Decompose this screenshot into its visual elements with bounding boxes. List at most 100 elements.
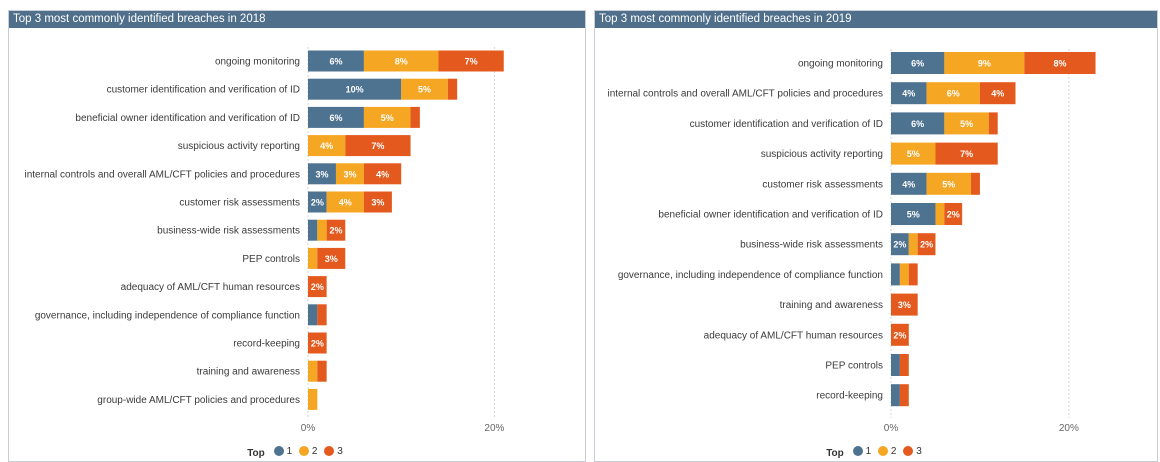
data-label: 4% [902, 89, 915, 99]
bar-segment-2 [944, 112, 989, 135]
data-label: 5% [907, 149, 920, 159]
bar-segment-1 [891, 233, 909, 256]
bar-segment-3 [326, 219, 346, 241]
bar-segment-3 [308, 332, 327, 354]
category-label: business-wide risk assessments [157, 226, 300, 237]
legend-2018: Top 1 2 3 [9, 446, 585, 460]
bar-segment-3 [891, 323, 909, 346]
data-label: 3% [325, 254, 338, 264]
category-label: governance, including independence of co… [35, 310, 300, 321]
data-label: 2% [329, 226, 342, 236]
x-tick-label: 0% [301, 423, 316, 434]
bar-segment-3 [891, 293, 918, 316]
bar-segment-3 [363, 163, 402, 185]
bar-segment-2 [363, 50, 439, 72]
bar-segment-2 [363, 106, 411, 128]
legend-2019: Top 1 2 3 [595, 446, 1157, 460]
data-label: 4% [339, 198, 352, 208]
category-label: suspicious activity reporting [178, 141, 300, 152]
bar-chart-2019: 0% 20% ongoing monitoring 6% 9% 8% internal co… [607, 49, 1096, 434]
data-label: 4% [902, 179, 915, 189]
bar-segment-3 [363, 191, 392, 213]
bar-segment-2 [335, 163, 364, 185]
data-label: 6% [329, 113, 342, 123]
data-label: 5% [960, 119, 973, 129]
category-label: internal controls and overall AML/CFT po… [607, 89, 883, 100]
category-label: PEP controls [825, 361, 883, 372]
bar-segment-3 [971, 172, 980, 195]
legend-item-1: 1 [852, 446, 871, 457]
bar-segment-3 [935, 142, 998, 165]
category-label: group-wide AML/CFT policies and procedur… [97, 395, 300, 406]
category-label: ongoing monitoring [215, 57, 300, 68]
data-label: 2% [893, 330, 906, 340]
category-label: adequacy of AML/CFT human resources [121, 282, 300, 293]
legend-title: Top [247, 448, 265, 459]
x-tick-label: 20% [1059, 423, 1079, 434]
data-label: 6% [329, 57, 342, 67]
legend-label-3: 3 [337, 445, 343, 457]
bar-segment-3 [308, 276, 327, 298]
category-label: adequacy of AML/CFT human resources [704, 330, 883, 341]
data-label: 4% [320, 141, 333, 151]
category-label: training and awareness [780, 300, 883, 311]
bar-segment-3 [1024, 52, 1096, 74]
bar-segment-1 [891, 172, 927, 195]
data-label: 2% [920, 240, 933, 250]
data-label: 7% [960, 149, 973, 159]
bar-segment-1 [891, 263, 900, 286]
bar-segment-1 [891, 203, 936, 225]
data-label: 5% [942, 179, 955, 189]
bar-segment-3 [317, 247, 346, 269]
legend-label-2: 2 [890, 445, 897, 457]
bar-segment-2 [926, 172, 972, 195]
bar-chart-2018: 0% 20% ongoing monitoring 6% 8% 7% customer id… [24, 47, 505, 434]
bar-segment-2 [944, 52, 1025, 74]
legend-label-2: 2 [311, 445, 318, 457]
bar-segment-3 [979, 82, 1016, 105]
category-label: beneficial owner identification and veri… [75, 113, 300, 124]
bar-segment-1 [891, 354, 900, 376]
bar-segment-3 [317, 304, 327, 326]
category-label: training and awareness [197, 367, 300, 378]
data-label: 2% [893, 240, 906, 250]
data-label: 2% [947, 210, 960, 220]
bar-segment-1 [308, 163, 336, 185]
data-label: 10% [346, 85, 364, 95]
data-label: 2% [311, 198, 324, 208]
chart-panel-2019: Top 3 most commonly identified breaches … [594, 10, 1158, 462]
data-label: 6% [911, 119, 924, 129]
chart-panel-2018: Top 3 most commonly identified breaches … [8, 10, 586, 462]
legend-title: Top [826, 448, 844, 459]
data-label: 5% [381, 113, 394, 123]
category-label: beneficial owner identification and veri… [658, 210, 883, 221]
bar-segment-3 [410, 106, 420, 128]
legend-item-2: 2 [877, 445, 897, 457]
data-label: 7% [371, 141, 384, 151]
bar-segment-1 [891, 112, 945, 135]
bar-segment-2 [926, 82, 980, 105]
bar-segment-3 [944, 203, 963, 225]
bar-segment-3 [917, 233, 936, 256]
category-label: internal controls and overall AML/CFT po… [24, 169, 300, 180]
bar-segment-1 [891, 82, 927, 105]
data-label: 8% [1053, 59, 1066, 69]
bar-segment-3 [345, 135, 411, 157]
bar-segment-3 [988, 112, 998, 135]
data-label: 9% [978, 59, 991, 69]
bar-segment-1 [891, 384, 900, 407]
category-label: governance, including independence of co… [618, 270, 883, 281]
category-label: customer risk assessments [179, 198, 300, 209]
bar-segment-1 [308, 78, 402, 100]
bar-segment-1 [308, 191, 327, 213]
bar-segment-2 [308, 135, 346, 157]
category-label: record-keeping [816, 391, 883, 402]
bar-segment-3 [908, 263, 918, 286]
legend-label-3: 3 [916, 445, 922, 457]
legend-swatch-2 [877, 446, 888, 456]
data-label: 8% [395, 57, 408, 67]
bar-segment-1 [308, 219, 318, 241]
data-label: 5% [907, 210, 920, 220]
bar-segment-2 [308, 247, 318, 269]
bar-segment-3 [317, 360, 327, 382]
